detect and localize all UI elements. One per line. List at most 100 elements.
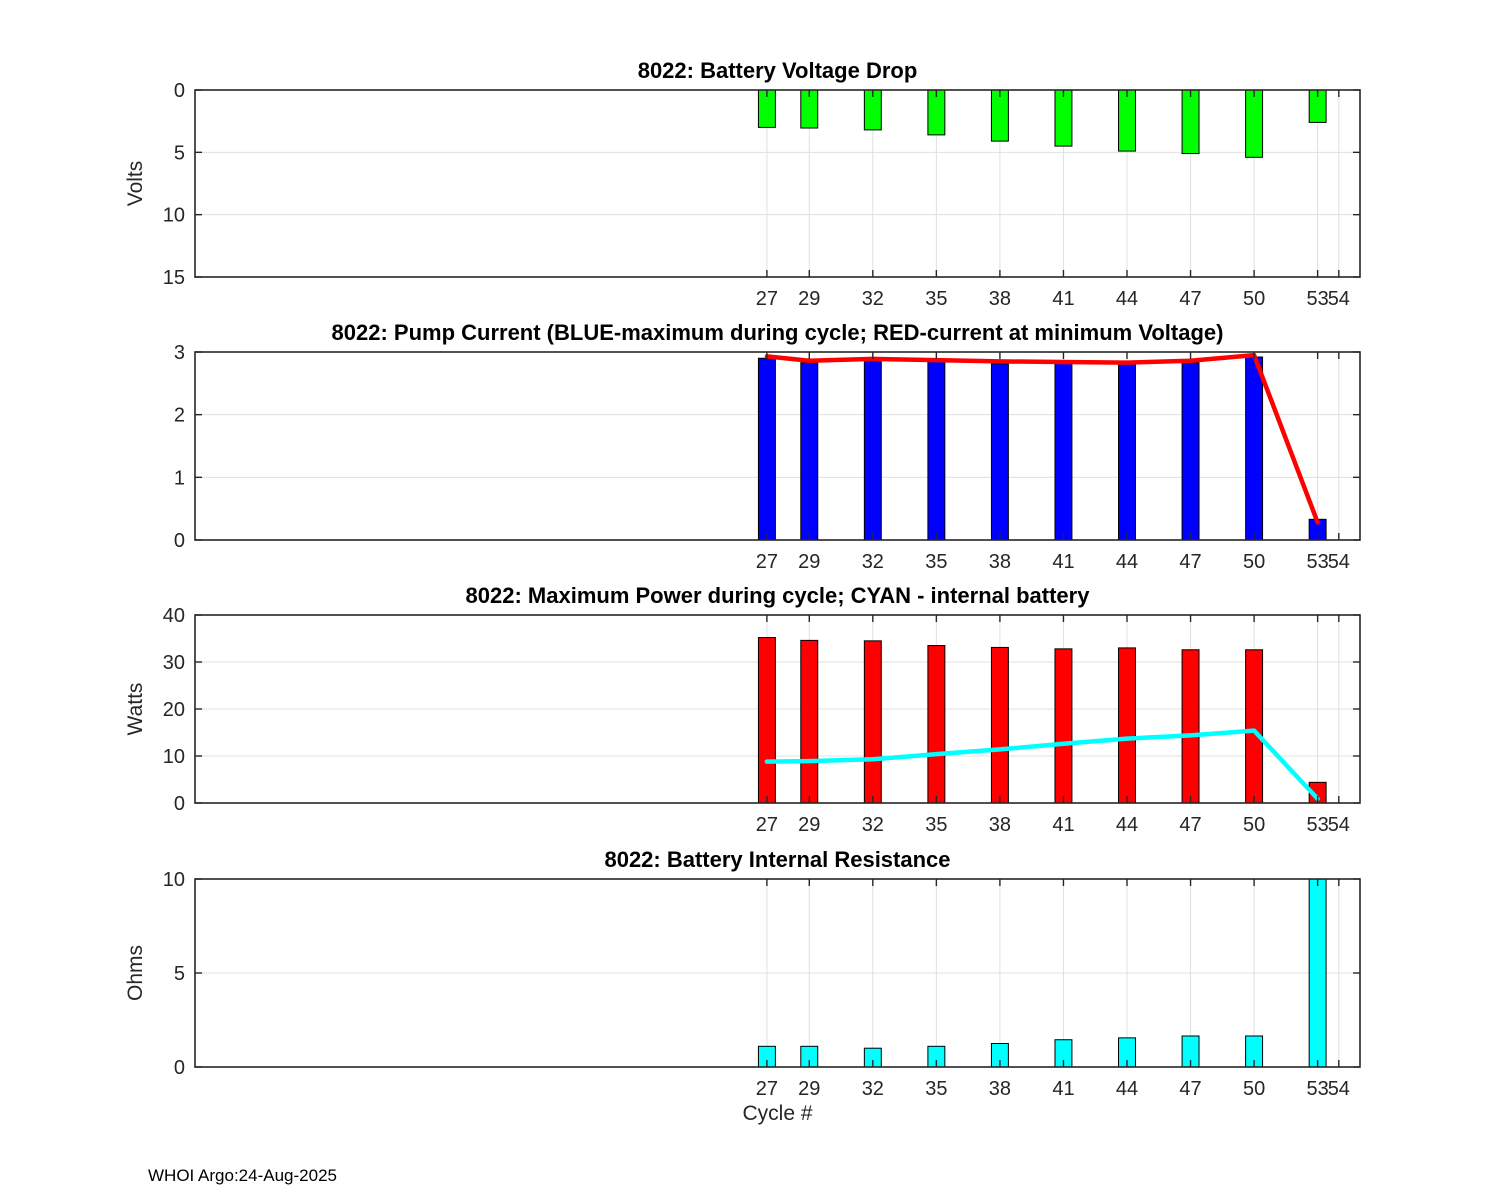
bar-cycle-35 bbox=[927, 360, 946, 541]
x-tick-label: 47 bbox=[1179, 288, 1201, 310]
y-tick-label: 10 bbox=[163, 869, 185, 891]
y-tick-label: 1 bbox=[174, 467, 185, 489]
x-tick-label: 32 bbox=[862, 1078, 884, 1100]
x-tick-label: 54 bbox=[1328, 288, 1350, 310]
y-tick-label: 3 bbox=[174, 342, 185, 364]
y-tick-label: 20 bbox=[163, 699, 185, 721]
bar-cycle-41 bbox=[1054, 648, 1073, 804]
y-tick-label: 10 bbox=[163, 746, 185, 768]
y-tick-label: 15 bbox=[163, 267, 185, 289]
bar-cycle-32 bbox=[863, 640, 882, 804]
x-tick-label: 53 bbox=[1307, 288, 1329, 310]
y-tick-label: 5 bbox=[174, 963, 185, 985]
x-tick-label: 50 bbox=[1243, 288, 1265, 310]
bar-cycle-27 bbox=[757, 357, 776, 541]
bar-cycle-47 bbox=[1181, 362, 1200, 541]
subplot-title: 8022: Battery Voltage Drop bbox=[638, 58, 918, 83]
x-tick-label: 29 bbox=[798, 1078, 820, 1100]
x-tick-label: 50 bbox=[1243, 814, 1265, 836]
x-tick-label: 27 bbox=[756, 288, 778, 310]
y-tick-label: 0 bbox=[174, 80, 185, 102]
y-tick-label: 0 bbox=[174, 793, 185, 815]
plot-background bbox=[195, 352, 1360, 540]
x-tick-label: 38 bbox=[989, 814, 1011, 836]
axes-box bbox=[194, 89, 1361, 278]
x-tick-label: 32 bbox=[862, 288, 884, 310]
bar-cycle-38 bbox=[990, 89, 1009, 142]
bar-cycle-53 bbox=[1308, 878, 1327, 1068]
x-tick-label: 44 bbox=[1116, 814, 1138, 836]
x-tick-label: 41 bbox=[1052, 814, 1074, 836]
x-tick-label: 38 bbox=[989, 1078, 1011, 1100]
x-tick-label: 53 bbox=[1307, 1078, 1329, 1100]
bar-cycle-35 bbox=[927, 645, 946, 804]
subplot-title: 8022: Maximum Power during cycle; CYAN -… bbox=[466, 583, 1091, 608]
y-tick-label: 0 bbox=[174, 530, 185, 552]
x-tick-label: 29 bbox=[798, 288, 820, 310]
x-tick-label: 41 bbox=[1052, 551, 1074, 573]
x-tick-label: 38 bbox=[989, 551, 1011, 573]
x-tick-label: 35 bbox=[925, 1078, 947, 1100]
x-tick-label: 53 bbox=[1307, 814, 1329, 836]
bar-cycle-50 bbox=[1245, 356, 1264, 541]
x-tick-label: 47 bbox=[1179, 814, 1201, 836]
bar-cycle-44 bbox=[1118, 647, 1136, 804]
subplot-title: 8022: Pump Current (BLUE-maximum during … bbox=[332, 320, 1224, 345]
bar-cycle-47 bbox=[1181, 89, 1200, 155]
bar-cycle-38 bbox=[990, 363, 1009, 541]
x-tick-label: 38 bbox=[989, 288, 1011, 310]
x-tick-label: 29 bbox=[798, 814, 820, 836]
subplot-title: 8022: Battery Internal Resistance bbox=[604, 847, 950, 872]
x-tick-label: 35 bbox=[925, 551, 947, 573]
bar-cycle-47 bbox=[1181, 649, 1200, 804]
x-tick-label: 27 bbox=[756, 814, 778, 836]
bar-cycle-50 bbox=[1245, 89, 1264, 158]
bar-cycle-32 bbox=[863, 359, 882, 541]
x-tick-label: 47 bbox=[1179, 551, 1201, 573]
y-tick-label: 0 bbox=[174, 1057, 185, 1079]
bar-cycle-41 bbox=[1054, 89, 1073, 147]
bar-cycle-44 bbox=[1118, 362, 1136, 541]
axes-box bbox=[194, 351, 1361, 541]
x-tick-label: 29 bbox=[798, 551, 820, 573]
x-tick-label: 35 bbox=[925, 814, 947, 836]
bar-cycle-50 bbox=[1245, 649, 1264, 804]
bar-cycle-41 bbox=[1054, 362, 1073, 541]
x-tick-label: 32 bbox=[862, 551, 884, 573]
bar-cycle-29 bbox=[800, 639, 819, 804]
x-tick-label: 41 bbox=[1052, 288, 1074, 310]
line-series-current-at-minimum-voltage-amps bbox=[764, 352, 1320, 525]
bar-cycle-29 bbox=[800, 362, 819, 541]
y-axis-label: Watts bbox=[124, 683, 147, 736]
x-tick-label: 32 bbox=[862, 814, 884, 836]
y-tick-label: 5 bbox=[174, 142, 185, 164]
x-tick-label: 27 bbox=[756, 551, 778, 573]
x-tick-label: 50 bbox=[1243, 1078, 1265, 1100]
y-tick-label: 30 bbox=[163, 652, 185, 674]
plot-background bbox=[195, 90, 1360, 277]
x-tick-label: 54 bbox=[1328, 814, 1350, 836]
x-tick-label: 44 bbox=[1116, 551, 1138, 573]
x-tick-label: 47 bbox=[1179, 1078, 1201, 1100]
x-tick-label: 41 bbox=[1052, 1078, 1074, 1100]
y-tick-label: 10 bbox=[163, 205, 185, 227]
x-tick-label: 53 bbox=[1307, 551, 1329, 573]
x-tick-label: 54 bbox=[1328, 1078, 1350, 1100]
x-tick-label: 27 bbox=[756, 1078, 778, 1100]
bar-cycle-44 bbox=[1118, 89, 1136, 152]
x-tick-label: 35 bbox=[925, 288, 947, 310]
x-tick-label: 54 bbox=[1328, 551, 1350, 573]
bar-cycle-27 bbox=[757, 637, 776, 804]
x-tick-label: 50 bbox=[1243, 551, 1265, 573]
y-tick-label: 40 bbox=[163, 605, 185, 627]
figure-footer: WHOI Argo:24-Aug-2025 bbox=[148, 1166, 337, 1185]
bar-cycle-38 bbox=[990, 646, 1009, 804]
x-axis-label: Cycle # bbox=[742, 1102, 813, 1125]
line-series-internal-battery-power-watts bbox=[764, 728, 1320, 802]
